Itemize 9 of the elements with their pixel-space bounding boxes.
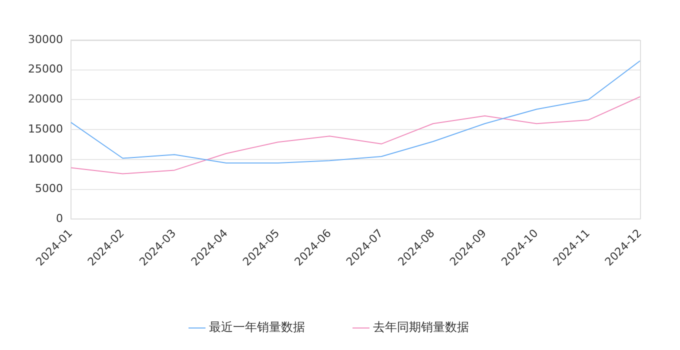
y-tick-label: 5000 bbox=[34, 182, 63, 196]
y-tick-label: 0 bbox=[56, 212, 63, 226]
y-tick-label: 15000 bbox=[28, 122, 63, 136]
y-tick-label: 30000 bbox=[28, 32, 63, 46]
legend-label: 去年同期销量数据 bbox=[373, 320, 469, 334]
legend-label: 最近一年销量数据 bbox=[209, 320, 305, 334]
y-tick-label: 20000 bbox=[28, 92, 63, 106]
y-tick-label: 25000 bbox=[28, 62, 63, 76]
y-tick-label: 10000 bbox=[28, 152, 63, 166]
